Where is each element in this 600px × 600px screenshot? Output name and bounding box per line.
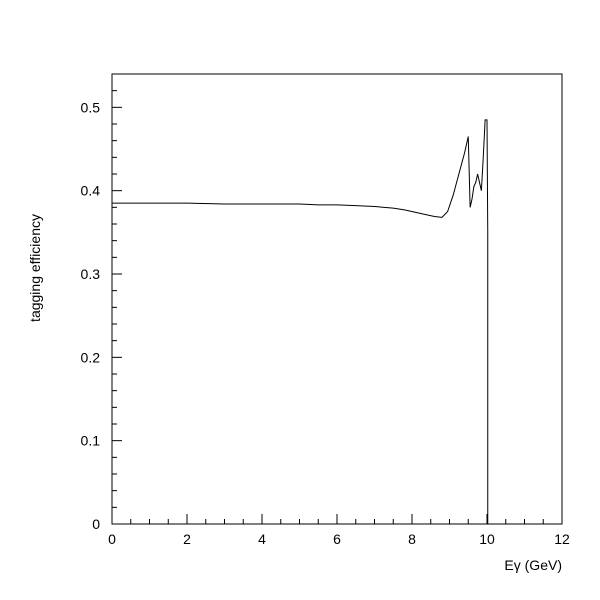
y-tick-label: 0	[92, 516, 100, 532]
y-tick-label: 0.3	[81, 266, 101, 282]
y-tick-label: 0.5	[81, 99, 101, 115]
y-tick-label: 0.2	[81, 349, 101, 365]
y-tick-label: 0.1	[81, 433, 101, 449]
x-tick-label: 2	[183, 531, 191, 547]
y-tick-label: 0.4	[81, 183, 101, 199]
plot-frame	[111, 73, 563, 525]
x-axis-title: Eγ (GeV)	[504, 557, 562, 573]
x-tick-label: 4	[258, 531, 266, 547]
x-tick-label: 0	[108, 531, 116, 547]
y-axis-title: tagging efficiency	[27, 214, 43, 322]
x-tick-label: 6	[333, 531, 341, 547]
x-tick-label: 10	[479, 531, 495, 547]
efficiency-curve	[112, 119, 489, 525]
x-tick-labels: 0 2 4 6 8 10 12	[108, 531, 570, 547]
x-tick-label: 8	[408, 531, 416, 547]
axis-ticks	[111, 73, 563, 525]
y-tick-labels: 0 0.1 0.2 0.3 0.4 0.5	[81, 99, 101, 532]
x-tick-label: 12	[554, 531, 570, 547]
